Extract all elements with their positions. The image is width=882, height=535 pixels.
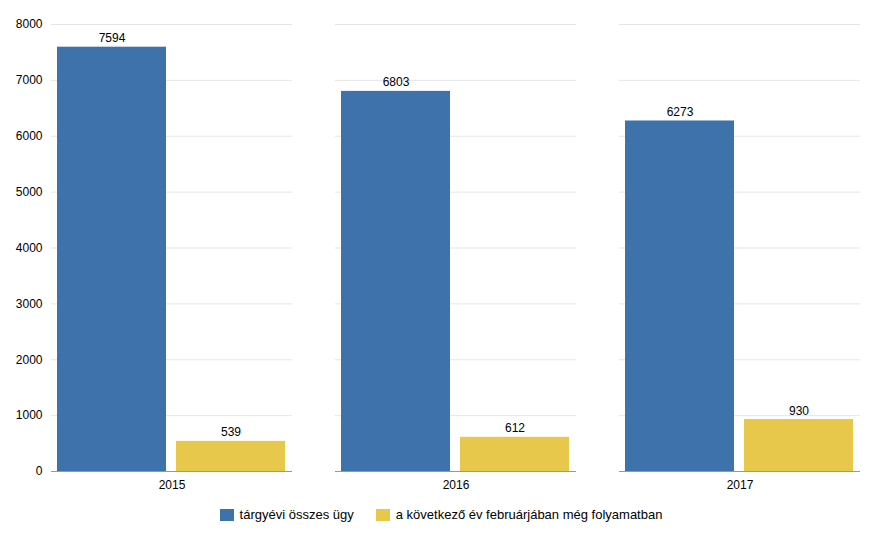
- svg-text:1000: 1000: [16, 408, 43, 422]
- svg-text:612: 612: [505, 421, 525, 435]
- svg-text:7594: 7594: [99, 31, 126, 45]
- svg-text:6803: 6803: [383, 75, 410, 89]
- svg-text:2000: 2000: [16, 353, 43, 367]
- html-text:tárgyévi összes ügy: tárgyévi összes ügy: [239, 507, 354, 522]
- svg-text:539: 539: [221, 425, 241, 439]
- svg-text:2016: 2016: [443, 478, 470, 492]
- svg-text:7000: 7000: [16, 73, 43, 87]
- svg-text:0: 0: [36, 464, 43, 478]
- svg-text:5000: 5000: [16, 185, 43, 199]
- svg-text:6000: 6000: [16, 129, 43, 143]
- svg-text:4000: 4000: [16, 241, 43, 255]
- html-text:a következő év februárjában mé: a következő év februárjában még folyamat…: [395, 507, 663, 522]
- svg-text:2015: 2015: [159, 478, 186, 492]
- svg-text:930: 930: [789, 404, 809, 418]
- svg-text:8000: 8000: [16, 17, 43, 31]
- svg-text:3000: 3000: [16, 297, 43, 311]
- svg-text:2017: 2017: [727, 478, 754, 492]
- svg-text:6273: 6273: [667, 105, 694, 119]
